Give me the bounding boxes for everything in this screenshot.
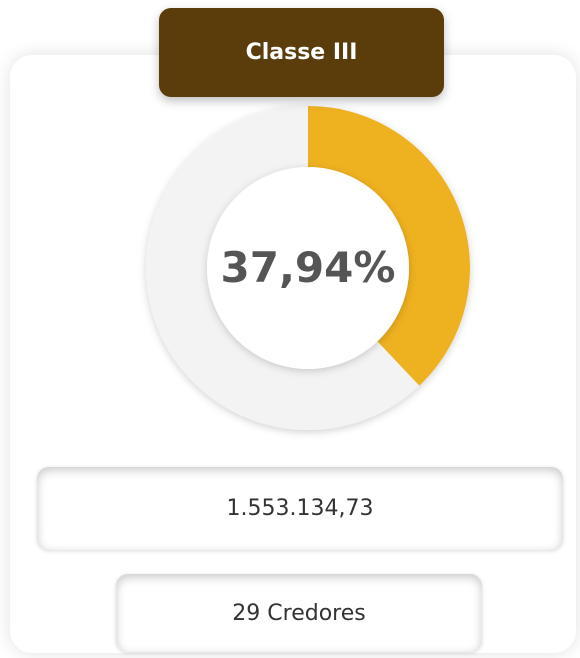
center-label: 37,94%	[221, 243, 396, 292]
amount-box: 1.553.134,73	[37, 467, 563, 550]
amount: 1.553.134,73	[226, 496, 374, 521]
chart-title: Classe III	[159, 8, 444, 97]
donut-hole	[207, 167, 409, 369]
creditors-box: 29 Credores	[116, 574, 482, 652]
donut-chart: 37,94%	[146, 106, 470, 430]
donut-segment	[308, 106, 470, 386]
creditors: 29 Credores	[232, 600, 366, 626]
